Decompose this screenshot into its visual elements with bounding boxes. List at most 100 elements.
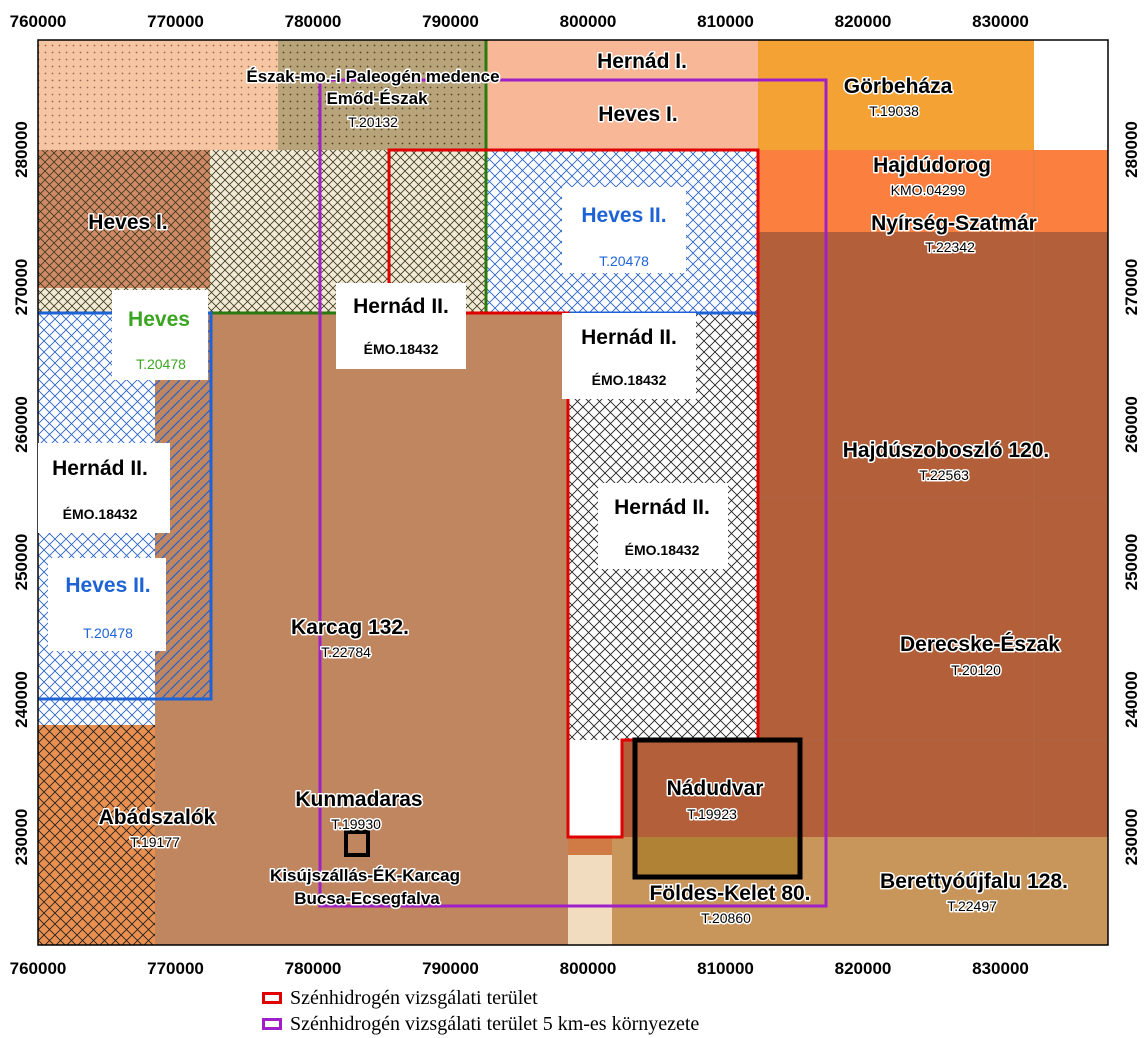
legend-item-buffer: Szénhidrogén vizsgálati terület 5 km-es … [262,1011,699,1037]
x-tick-top: 830000 [972,12,1029,31]
x-tick-top: 800000 [560,12,617,31]
y-tick-right: 260000 [1122,396,1141,453]
x-ticks-top: 760000 770000 780000 790000 800000 810000 8200… [10,12,1029,31]
x-tick-bottom: 820000 [835,959,892,978]
area-small-orange [568,837,612,855]
label-heves2-left: Heves II. [65,574,150,597]
label-foldes: Földes-Kelet 80. [649,882,810,905]
x-tick-bottom: 780000 [285,959,342,978]
x-tick-top: 780000 [285,12,342,31]
y-tick-left: 240000 [12,671,31,728]
label-hajdudorog: Hajdúdorog [873,154,991,177]
legend-label-buffer: Szénhidrogén vizsgálati terület 5 km-es … [290,1012,700,1035]
x-tick-bottom: 800000 [560,959,617,978]
area-labels: Észak-mo.-i Paleogén medence Emőd-Észak … [52,49,1069,928]
label-hajduszoboszlo-code: T.22563 [919,467,969,483]
y-tick-left: 250000 [12,534,31,591]
label-hernad2-c: Hernád II. [614,496,710,519]
label-hernad2-c-code: ÉMO.18432 [625,542,700,558]
area-nyirseg [758,150,1108,232]
label-abadszalok-code: T.19177 [130,834,180,850]
label-hajduszoboszlo: Hajdúszoboszló 120. [843,439,1050,462]
label-derecske: Derecske-Észak [900,633,1060,656]
label-kunmadaras: Kunmadaras [295,788,422,811]
area-hajdu [758,232,1108,837]
area-nadudvar-lower [635,837,800,877]
y-tick-right: 250000 [1122,534,1141,591]
area-karcag [155,313,568,945]
x-tick-bottom: 810000 [697,959,754,978]
y-tick-right: 280000 [1122,121,1141,178]
label-heves1-top: Heves I. [598,103,677,126]
label-hernad2-b: Hernád II. [581,326,677,349]
label-boxes [38,187,728,651]
label-eszak-mo: Észak-mo.-i Paleogén medence [246,67,499,86]
legend-swatch-purple [262,1018,282,1030]
y-ticks-left: 230000 240000 250000 260000 270000 280000 [12,121,31,865]
x-ticks-bottom: 760000 770000 780000 790000 800000 810000 8200… [10,959,1029,978]
label-berettyo-code: T.22497 [947,898,997,914]
label-kisujszallas: Kisújszállás-ÉK-Karcag [270,866,460,885]
x-tick-top: 770000 [147,12,204,31]
x-tick-bottom: 770000 [147,959,204,978]
label-berettyo: Berettyóújfalu 128. [880,870,1068,893]
area-abadszalok-hatch [38,725,155,945]
area-nadudvar [622,740,758,837]
label-hernad2-a-code: ÉMO.18432 [364,341,439,357]
y-tick-right: 230000 [1122,809,1141,866]
area-white-ne [1034,40,1108,150]
x-tick-top: 810000 [697,12,754,31]
x-tick-top: 820000 [835,12,892,31]
x-tick-top: 760000 [10,12,67,31]
x-tick-bottom: 790000 [422,959,479,978]
y-tick-left: 270000 [12,259,31,316]
label-nadudvar-code: T.19923 [687,806,737,822]
label-heves-green-code: T.20478 [136,356,186,372]
label-emod: Emőd-Észak [326,89,428,108]
label-derecske-code: T.20120 [951,662,1001,678]
label-nadudvar: Nádudvar [667,777,764,800]
grid-lines [758,150,1108,837]
kisujszallas-black-box [344,830,370,857]
label-heves2-top: Heves II. [581,204,666,227]
label-nyirseg-code: T.22342 [925,239,975,255]
area-small-cream [568,855,612,945]
area-gorbehaza [758,40,1034,150]
label-karcag: Karcag 132. [291,616,409,639]
legend-item-hydrocarbon: Szénhidrogén vizsgálati terület [262,985,699,1011]
label-bucsa: Bucsa-Ecsegfalva [294,889,440,908]
label-abadszalok: Abádszalók [99,806,216,829]
label-gorbehaza: Görbeháza [844,75,953,98]
area-white-gap [568,740,622,837]
label-foldes-code: T.20860 [701,910,751,926]
label-kunmadaras-code: T.19930 [331,816,381,832]
label-heves1-left: Heves I. [88,211,167,234]
y-tick-right: 240000 [1122,671,1141,728]
nadudvar-black-box [632,737,803,880]
concession-map: 760000 770000 780000 790000 800000 810000 8200… [10,12,1141,978]
area-nw-dots [38,40,278,150]
y-tick-right: 270000 [1122,259,1141,316]
label-heves2-left-code: T.20478 [83,625,133,641]
label-hajdudorog-code: KMO.04299 [891,182,966,198]
y-tick-left: 230000 [12,809,31,866]
label-karcag-code: T.22784 [321,644,371,660]
legend: Szénhidrogén vizsgálati terület Szénhidr… [262,985,699,1037]
buffer-5km-boundary [318,78,828,908]
label-nyirseg: Nyírség-Szatmár [871,212,1037,235]
label-hernad2-left-code: ÉMO.18432 [63,506,138,522]
x-tick-bottom: 760000 [10,959,67,978]
label-hernad1: Hernád I. [597,50,687,73]
y-tick-left: 280000 [12,121,31,178]
label-hernad2-b-code: ÉMO.18432 [592,372,667,388]
x-tick-top: 790000 [422,12,479,31]
label-gorbehaza-code: T.19038 [869,103,919,119]
label-hernad2-a: Hernád II. [353,295,449,318]
legend-label-hydrocarbon: Szénhidrogén vizsgálati terület [290,986,538,1009]
y-ticks-right: 230000 240000 250000 260000 270000 280000 [1122,121,1141,865]
y-tick-left: 260000 [12,396,31,453]
legend-swatch-red [262,992,282,1004]
area-hernad1 [486,40,760,150]
label-hernad2-left: Hernád II. [52,457,148,480]
